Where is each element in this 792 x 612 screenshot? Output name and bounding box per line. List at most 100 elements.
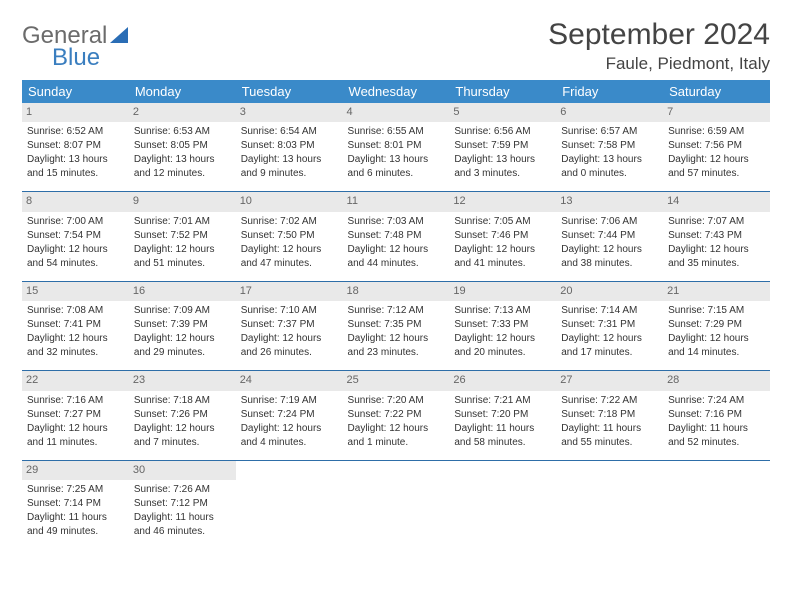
daylight-text: Daylight: 11 hours: [27, 511, 124, 525]
day-cell: [449, 460, 556, 549]
day-number: 22: [22, 371, 129, 390]
sunrise-text: Sunrise: 7:21 AM: [454, 394, 551, 408]
sunset-text: Sunset: 8:07 PM: [27, 139, 124, 153]
day-cell: 16Sunrise: 7:09 AMSunset: 7:39 PMDayligh…: [129, 281, 236, 370]
day-cell: 5Sunrise: 6:56 AMSunset: 7:59 PMDaylight…: [449, 103, 556, 192]
daylight-text: and 26 minutes.: [241, 346, 338, 360]
sunset-text: Sunset: 7:44 PM: [561, 229, 658, 243]
daylight-text: and 58 minutes.: [454, 436, 551, 450]
day-number: 23: [129, 371, 236, 390]
day-cell: 9Sunrise: 7:01 AMSunset: 7:52 PMDaylight…: [129, 192, 236, 281]
sunset-text: Sunset: 7:56 PM: [668, 139, 765, 153]
title-block: September 2024 Faule, Piedmont, Italy: [548, 18, 770, 74]
sunset-text: Sunset: 7:52 PM: [134, 229, 231, 243]
sunset-text: Sunset: 7:59 PM: [454, 139, 551, 153]
sunset-text: Sunset: 7:18 PM: [561, 408, 658, 422]
day-number: 12: [449, 192, 556, 211]
day-number: 26: [449, 371, 556, 390]
day-cell: 8Sunrise: 7:00 AMSunset: 7:54 PMDaylight…: [22, 192, 129, 281]
daylight-text: Daylight: 12 hours: [668, 153, 765, 167]
daylight-text: Daylight: 12 hours: [454, 243, 551, 257]
day-cell: 30Sunrise: 7:26 AMSunset: 7:12 PMDayligh…: [129, 460, 236, 549]
daylight-text: Daylight: 12 hours: [241, 332, 338, 346]
daylight-text: Daylight: 12 hours: [668, 332, 765, 346]
day-number: 1: [22, 103, 129, 122]
calendar: Sunday Monday Tuesday Wednesday Thursday…: [22, 80, 770, 549]
sunrise-text: Sunrise: 7:13 AM: [454, 304, 551, 318]
sunrise-text: Sunrise: 7:06 AM: [561, 215, 658, 229]
day-cell: 11Sunrise: 7:03 AMSunset: 7:48 PMDayligh…: [343, 192, 450, 281]
day-number: 30: [129, 461, 236, 480]
daylight-text: Daylight: 13 hours: [348, 153, 445, 167]
day-cell: 25Sunrise: 7:20 AMSunset: 7:22 PMDayligh…: [343, 371, 450, 460]
day-cell: 12Sunrise: 7:05 AMSunset: 7:46 PMDayligh…: [449, 192, 556, 281]
day-number: 25: [343, 371, 450, 390]
day-number: 2: [129, 103, 236, 122]
daylight-text: Daylight: 12 hours: [134, 422, 231, 436]
day-cell: [663, 460, 770, 549]
day-number: 3: [236, 103, 343, 122]
day-cell: 27Sunrise: 7:22 AMSunset: 7:18 PMDayligh…: [556, 371, 663, 460]
day-number: 18: [343, 282, 450, 301]
sunrise-text: Sunrise: 6:59 AM: [668, 125, 765, 139]
day-cell: 7 Sunrise: 6:59 AMSunset: 7:56 PMDaylight…: [663, 103, 770, 192]
daylight-text: Daylight: 12 hours: [134, 332, 231, 346]
sunrise-text: Sunrise: 7:09 AM: [134, 304, 231, 318]
day-number: 8: [22, 192, 129, 211]
day-header: Friday: [556, 80, 663, 103]
header: General Blue September 2024 Faule, Piedm…: [22, 18, 770, 74]
day-number: 11: [343, 192, 450, 211]
daylight-text: Daylight: 12 hours: [27, 422, 124, 436]
sunrise-text: Sunrise: 7:08 AM: [27, 304, 124, 318]
week-row: 15Sunrise: 7:08 AMSunset: 7:41 PMDayligh…: [22, 281, 770, 370]
logo: General Blue: [22, 18, 128, 72]
daylight-text: and 6 minutes.: [348, 167, 445, 181]
daylight-text: and 52 minutes.: [668, 436, 765, 450]
day-number: 27: [556, 371, 663, 390]
day-number: 20: [556, 282, 663, 301]
sunrise-text: Sunrise: 6:57 AM: [561, 125, 658, 139]
day-number: 6: [556, 103, 663, 122]
day-header: Wednesday: [343, 80, 450, 103]
daylight-text: and 44 minutes.: [348, 257, 445, 271]
sunset-text: Sunset: 8:03 PM: [241, 139, 338, 153]
day-number: 24: [236, 371, 343, 390]
day-cell: 23Sunrise: 7:18 AMSunset: 7:26 PMDayligh…: [129, 371, 236, 460]
day-number: 4: [343, 103, 450, 122]
daylight-text: and 49 minutes.: [27, 525, 124, 539]
sunset-text: Sunset: 7:35 PM: [348, 318, 445, 332]
day-cell: 19Sunrise: 7:13 AMSunset: 7:33 PMDayligh…: [449, 281, 556, 370]
sunset-text: Sunset: 7:20 PM: [454, 408, 551, 422]
day-cell: 21Sunrise: 7:15 AMSunset: 7:29 PMDayligh…: [663, 281, 770, 370]
day-cell: 24Sunrise: 7:19 AMSunset: 7:24 PMDayligh…: [236, 371, 343, 460]
day-cell: 20Sunrise: 7:14 AMSunset: 7:31 PMDayligh…: [556, 281, 663, 370]
sunset-text: Sunset: 8:05 PM: [134, 139, 231, 153]
day-cell: 26Sunrise: 7:21 AMSunset: 7:20 PMDayligh…: [449, 371, 556, 460]
sunset-text: Sunset: 7:16 PM: [668, 408, 765, 422]
daylight-text: Daylight: 13 hours: [27, 153, 124, 167]
sunset-text: Sunset: 7:50 PM: [241, 229, 338, 243]
day-header: Saturday: [663, 80, 770, 103]
day-number: 13: [556, 192, 663, 211]
sunrise-text: Sunrise: 6:55 AM: [348, 125, 445, 139]
sunset-text: Sunset: 7:41 PM: [27, 318, 124, 332]
sunrise-text: Sunrise: 6:56 AM: [454, 125, 551, 139]
sunrise-text: Sunrise: 7:22 AM: [561, 394, 658, 408]
sunset-text: Sunset: 7:29 PM: [668, 318, 765, 332]
day-cell: 13Sunrise: 7:06 AMSunset: 7:44 PMDayligh…: [556, 192, 663, 281]
sunset-text: Sunset: 7:24 PM: [241, 408, 338, 422]
day-header: Thursday: [449, 80, 556, 103]
daylight-text: and 12 minutes.: [134, 167, 231, 181]
sunrise-text: Sunrise: 7:14 AM: [561, 304, 658, 318]
daylight-text: Daylight: 11 hours: [668, 422, 765, 436]
sunrise-text: Sunrise: 7:24 AM: [668, 394, 765, 408]
sunset-text: Sunset: 7:37 PM: [241, 318, 338, 332]
sunrise-text: Sunrise: 7:03 AM: [348, 215, 445, 229]
sunrise-text: Sunrise: 7:05 AM: [454, 215, 551, 229]
sunrise-text: Sunrise: 6:53 AM: [134, 125, 231, 139]
day-number: 9: [129, 192, 236, 211]
day-number: 7: [663, 103, 770, 122]
day-number: 21: [663, 282, 770, 301]
sunrise-text: Sunrise: 7:20 AM: [348, 394, 445, 408]
day-cell: [556, 460, 663, 549]
